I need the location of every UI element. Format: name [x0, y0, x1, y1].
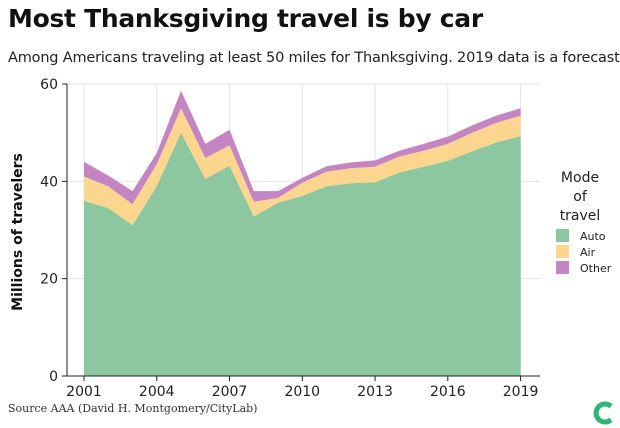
chart-title: Most Thanksgiving travel is by car: [8, 4, 483, 33]
x-tick-label: 2010: [284, 384, 320, 400]
legend-label-other: Other: [580, 262, 612, 275]
y-tick-label: 60: [40, 77, 58, 93]
y-axis-ticks: 0 20 40 60: [40, 77, 67, 385]
legend-title: Mode: [561, 170, 599, 186]
legend-swatch-air: [556, 245, 569, 258]
legend-title: of: [573, 189, 588, 205]
x-axis-ticks: 2001 2004 2007 2010 2013 2016 2019: [66, 376, 538, 400]
y-axis-label: Millions of travelers: [10, 153, 26, 311]
x-tick-label: 2013: [357, 384, 393, 400]
axes: [66, 84, 540, 377]
x-tick-label: 2016: [430, 384, 466, 400]
y-tick-label: 20: [40, 272, 58, 288]
legend-label-auto: Auto: [580, 230, 606, 243]
y-tick-label: 40: [40, 174, 58, 190]
x-tick-label: 2019: [503, 384, 539, 400]
x-tick-label: 2001: [66, 384, 102, 400]
x-tick-label: 2004: [139, 384, 175, 400]
legend: Mode of travel Auto Air Other: [556, 170, 612, 275]
area-air: [84, 108, 521, 226]
legend-title: travel: [560, 208, 601, 224]
citylab-logo-icon: [593, 401, 613, 425]
chart-subtitle: Among Americans traveling at least 50 mi…: [8, 50, 620, 66]
area-other: [84, 90, 521, 205]
legend-swatch-auto: [556, 229, 569, 242]
y-tick-label: 0: [49, 369, 58, 385]
source-note: Source AAA (David H. Montgomery/CityLab): [8, 402, 258, 415]
area-series: [84, 90, 521, 376]
logo-arc: [593, 401, 613, 425]
legend-swatch-other: [556, 261, 569, 274]
legend-label-air: Air: [580, 246, 596, 259]
x-tick-label: 2007: [212, 384, 248, 400]
area-auto: [84, 132, 521, 376]
